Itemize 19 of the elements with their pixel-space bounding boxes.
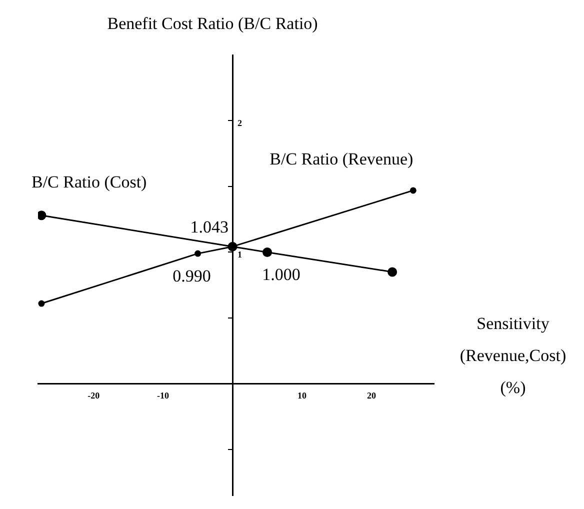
annotation: 1.043	[190, 218, 229, 237]
point	[38, 210, 46, 220]
x-tick-label: 20	[366, 390, 376, 400]
x-tick-label: -10	[157, 390, 170, 400]
series-label: B/C Ratio (Cost)	[31, 172, 147, 192]
x-axis-title: Sensitivity (Revenue,Cost) (%)	[458, 313, 568, 399]
point	[388, 267, 398, 277]
y-tick-label: 2	[238, 118, 243, 128]
x-tick-label: -20	[88, 390, 100, 400]
point	[38, 300, 45, 307]
point	[410, 187, 416, 194]
y-tick-label: 1	[238, 250, 243, 260]
point	[262, 247, 272, 257]
point	[194, 250, 202, 257]
annotation: 0.990	[172, 266, 211, 286]
annotation: 1.000	[262, 265, 300, 284]
series-label: B/C Ratio (Revenue)	[270, 149, 414, 168]
x-tick-label: 10	[298, 390, 307, 400]
y-axis-title: Benefit Cost Ratio (B/C Ratio)	[107, 14, 318, 33]
